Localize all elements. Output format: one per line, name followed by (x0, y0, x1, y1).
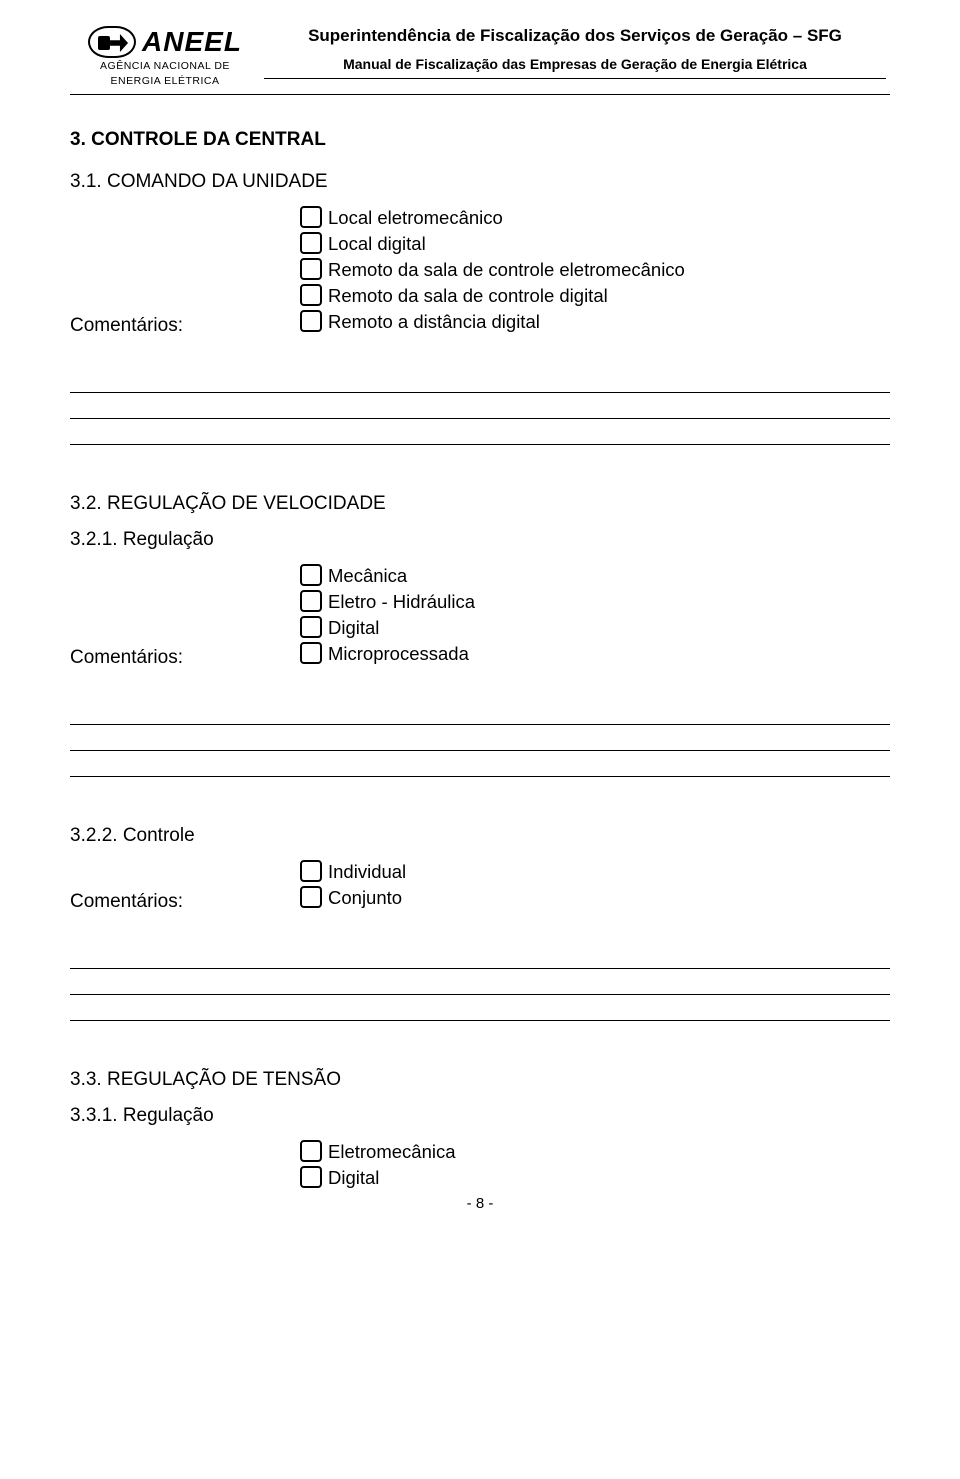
checkbox-icon[interactable] (300, 616, 322, 638)
checkbox-icon[interactable] (300, 284, 322, 306)
option-row: Remoto da sala de controle eletromecânic… (300, 259, 890, 281)
option-label: Remoto a distância digital (328, 311, 540, 333)
underline (70, 699, 890, 725)
section-3-2-2-heading: 3.2.2. Controle (70, 825, 890, 847)
checkbox-icon[interactable] (300, 590, 322, 612)
page-container: ANEEL AGÊNCIA NACIONAL DE ENERGIA ELÉTRI… (0, 0, 960, 1242)
option-row: Digital (300, 617, 890, 639)
option-row: Local eletromecânico (300, 207, 890, 229)
underline (70, 725, 890, 751)
option-label: Eletro - Hidráulica (328, 591, 475, 613)
checkbox-icon[interactable] (300, 860, 322, 882)
header-titles: Superintendência de Fiscalização dos Ser… (260, 24, 890, 79)
option-label: Remoto da sala de controle eletromecânic… (328, 259, 685, 281)
underline (70, 943, 890, 969)
option-label: Local digital (328, 233, 426, 255)
checkbox-icon[interactable] (300, 564, 322, 586)
option-label: Microprocessada (328, 643, 469, 665)
option-row: Local digital (300, 233, 890, 255)
section-3-3-1-options: Eletromecânica Digital (70, 1141, 890, 1189)
underline (70, 969, 890, 995)
page-number: - 8 - (70, 1195, 890, 1212)
option-label: Eletromecânica (328, 1141, 456, 1163)
logo-subtitle-1: AGÊNCIA NACIONAL DE (70, 60, 260, 73)
checkbox-icon[interactable] (300, 886, 322, 908)
option-row: Individual (300, 861, 890, 883)
section-3-3-1-heading: 3.3.1. Regulação (70, 1105, 890, 1127)
section-3-heading: 3. CONTROLE DA CENTRAL (70, 129, 890, 151)
comment-lines (70, 699, 890, 777)
section-3-2-1-heading: 3.2.1. Regulação (70, 529, 890, 551)
section-3-3-heading: 3.3. REGULAÇÃO DE TENSÃO (70, 1069, 890, 1091)
option-label: Digital (328, 1167, 379, 1189)
option-label: Local eletromecânico (328, 207, 503, 229)
comments-label: Comentários: (70, 647, 890, 669)
option-label: Mecânica (328, 565, 407, 587)
option-row: Eletromecânica (300, 1141, 890, 1163)
underline (70, 393, 890, 419)
header-title-secondary: Manual de Fiscalização das Empresas de G… (264, 56, 886, 79)
checkbox-icon[interactable] (300, 1166, 322, 1188)
option-row: Digital (300, 1167, 890, 1189)
checkbox-icon[interactable] (300, 206, 322, 228)
section-3-1-heading: 3.1. COMANDO DA UNIDADE (70, 171, 890, 193)
header-title-primary: Superintendência de Fiscalização dos Ser… (260, 26, 890, 46)
comment-lines (70, 367, 890, 445)
option-row: Remoto da sala de controle digital (300, 285, 890, 307)
checkbox-icon[interactable] (300, 310, 322, 332)
page-header: ANEEL AGÊNCIA NACIONAL DE ENERGIA ELÉTRI… (70, 24, 890, 95)
section-3-2-heading: 3.2. REGULAÇÃO DE VELOCIDADE (70, 493, 890, 515)
logo-subtitle-2: ENERGIA ELÉTRICA (70, 75, 260, 88)
option-label: Digital (328, 617, 379, 639)
checkbox-icon[interactable] (300, 232, 322, 254)
underline (70, 995, 890, 1021)
checkbox-icon[interactable] (300, 1140, 322, 1162)
option-label: Conjunto (328, 887, 402, 909)
option-label: Remoto da sala de controle digital (328, 285, 608, 307)
option-row: Mecânica (300, 565, 890, 587)
logo-main: ANEEL (70, 26, 260, 58)
checkbox-icon[interactable] (300, 258, 322, 280)
underline (70, 419, 890, 445)
logo-block: ANEEL AGÊNCIA NACIONAL DE ENERGIA ELÉTRI… (70, 24, 260, 88)
comments-label: Comentários: (70, 891, 890, 913)
logo-brand-text: ANEEL (142, 26, 242, 58)
underline (70, 367, 890, 393)
comment-lines (70, 943, 890, 1021)
plug-arrow-icon (88, 26, 136, 58)
option-label: Individual (328, 861, 406, 883)
option-row: Eletro - Hidráulica (300, 591, 890, 613)
checkbox-icon[interactable] (300, 642, 322, 664)
underline (70, 751, 890, 777)
